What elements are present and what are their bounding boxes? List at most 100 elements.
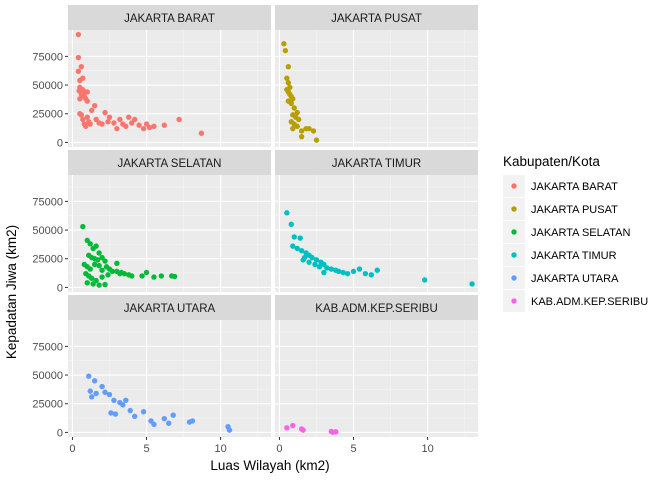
legend-label: JAKARTA PUSAT bbox=[531, 204, 618, 216]
facet-strip bbox=[275, 150, 478, 175]
data-point bbox=[75, 54, 82, 61]
legend-item: JAKARTA PUSAT bbox=[503, 198, 618, 220]
data-point bbox=[321, 269, 327, 276]
data-point bbox=[84, 89, 90, 95]
data-point bbox=[421, 277, 428, 283]
data-point bbox=[313, 137, 320, 143]
legend-title: Kabupaten/Kota bbox=[503, 154, 600, 169]
legend-label: JAKARTA BARAT bbox=[531, 181, 618, 193]
y-tick-label: 75000 bbox=[32, 51, 63, 63]
data-point bbox=[91, 378, 98, 384]
facet-strip bbox=[68, 5, 271, 30]
data-point bbox=[300, 427, 306, 433]
y-tick-label: 75000 bbox=[32, 341, 63, 353]
panel-background bbox=[275, 320, 478, 437]
facet-panel: KAB.ADM.KEP.SERIBU 0 5 10 bbox=[275, 295, 478, 455]
data-point bbox=[140, 409, 147, 415]
legend: Kabupaten/Kota JAKARTA BARAT JAKARTA PUSA… bbox=[503, 154, 648, 312]
data-point bbox=[123, 123, 129, 130]
data-point bbox=[368, 272, 375, 278]
data-point bbox=[102, 258, 108, 264]
legend-label: JAKARTA TIMUR bbox=[531, 250, 617, 262]
data-point bbox=[117, 116, 123, 123]
legend-marker bbox=[511, 183, 517, 189]
data-point bbox=[93, 390, 99, 397]
data-point bbox=[136, 122, 142, 128]
data-point bbox=[290, 96, 296, 102]
panel-background bbox=[275, 175, 478, 292]
data-point bbox=[298, 133, 305, 140]
data-point bbox=[288, 100, 294, 107]
y-tick-label: 0 bbox=[57, 137, 63, 149]
data-point bbox=[105, 119, 111, 125]
data-point bbox=[309, 254, 315, 261]
data-point bbox=[170, 412, 176, 418]
x-tick-label: 0 bbox=[276, 443, 282, 455]
data-point bbox=[84, 114, 90, 120]
data-point bbox=[91, 103, 98, 109]
data-point bbox=[84, 98, 90, 104]
data-point bbox=[111, 397, 117, 403]
data-point bbox=[99, 267, 105, 273]
x-tick-label: 5 bbox=[143, 443, 149, 455]
panel-background bbox=[68, 320, 271, 437]
data-point bbox=[87, 266, 93, 272]
data-point bbox=[151, 274, 157, 280]
data-point bbox=[80, 75, 86, 81]
y-tick-label: 25000 bbox=[32, 109, 63, 121]
data-point bbox=[290, 243, 296, 249]
facet-strip bbox=[275, 5, 478, 30]
data-point bbox=[469, 281, 475, 287]
data-point bbox=[324, 265, 330, 271]
facet-strip-label: JAKARTA SELATAN bbox=[118, 158, 222, 170]
data-point bbox=[96, 262, 102, 269]
data-point bbox=[86, 373, 92, 379]
data-point bbox=[281, 41, 287, 47]
facet-panel: JAKARTA SELATAN 0 25000 50000 75000 bbox=[32, 150, 271, 294]
data-point bbox=[288, 221, 294, 228]
data-point bbox=[102, 389, 108, 395]
data-point bbox=[143, 269, 150, 276]
y-tick-label: 25000 bbox=[32, 399, 63, 411]
data-point bbox=[166, 420, 172, 426]
data-point bbox=[80, 116, 86, 123]
data-point bbox=[362, 270, 369, 277]
data-point bbox=[106, 391, 113, 398]
data-point bbox=[120, 402, 126, 408]
data-point bbox=[75, 31, 82, 38]
facet-strip-label: JAKARTA UTARA bbox=[124, 303, 216, 315]
data-point bbox=[114, 125, 120, 132]
data-point bbox=[313, 257, 320, 263]
data-point bbox=[291, 105, 297, 111]
data-point bbox=[84, 280, 90, 286]
legend-marker bbox=[511, 298, 517, 304]
data-point bbox=[75, 68, 82, 74]
y-tick-label: 50000 bbox=[32, 80, 63, 92]
legend-marker bbox=[511, 229, 517, 235]
data-point bbox=[96, 250, 102, 256]
data-point bbox=[90, 281, 96, 287]
data-point bbox=[158, 273, 165, 279]
data-point bbox=[282, 47, 289, 54]
data-point bbox=[340, 269, 346, 276]
data-point bbox=[140, 125, 147, 132]
data-point bbox=[99, 121, 105, 127]
data-point bbox=[330, 429, 336, 435]
y-tick-label: 0 bbox=[57, 427, 63, 439]
legend-label: JAKARTA SELATAN bbox=[531, 227, 630, 239]
data-point bbox=[131, 413, 138, 420]
data-point bbox=[78, 64, 85, 70]
data-point bbox=[301, 254, 308, 261]
data-point bbox=[129, 273, 135, 279]
y-tick-label: 75000 bbox=[32, 196, 63, 208]
data-point bbox=[344, 270, 351, 277]
legend-marker bbox=[511, 252, 517, 258]
y-axis-title: Kepadatan Jiwa (km2) bbox=[4, 225, 19, 359]
data-point bbox=[306, 125, 312, 132]
x-tick-label: 5 bbox=[350, 443, 356, 455]
facet-strip bbox=[68, 150, 271, 175]
data-point bbox=[99, 274, 105, 280]
legend-marker bbox=[511, 206, 517, 212]
